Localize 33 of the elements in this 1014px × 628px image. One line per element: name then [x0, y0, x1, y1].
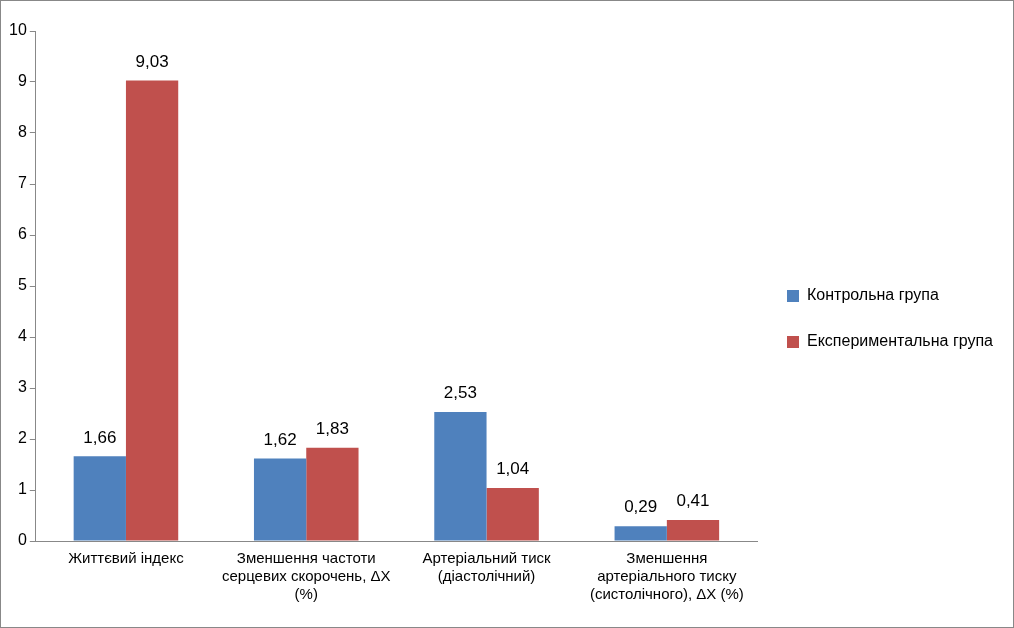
- y-tick-label: 7: [17, 174, 27, 192]
- y-tick-label: 5: [17, 276, 27, 294]
- data-label: 1,83: [315, 418, 349, 438]
- y-tick-label: 4: [17, 327, 27, 345]
- data-label: 1,66: [83, 427, 117, 447]
- y-tick-label: 9: [17, 72, 27, 90]
- legend-label: Експериментальна група: [807, 332, 994, 350]
- bar: [253, 458, 307, 541]
- bar: [486, 487, 539, 541]
- y-tick-label: 8: [17, 123, 27, 141]
- data-label: 1,04: [496, 459, 530, 479]
- data-label: 0,41: [676, 491, 710, 511]
- legend-label: Контрольна група: [807, 286, 939, 304]
- bar: [125, 80, 179, 541]
- data-label: 0,29: [624, 497, 658, 517]
- bar: [73, 456, 126, 541]
- y-tick-label: 3: [17, 378, 27, 396]
- y-tick-label: 0: [17, 531, 27, 549]
- y-tick-label: 6: [17, 225, 27, 243]
- y-tick-label: 1: [17, 480, 27, 498]
- bar: [434, 411, 487, 541]
- y-tick-label: 2: [17, 429, 27, 447]
- bar: [614, 526, 667, 541]
- x-tick-label: Зменшення артеріального тиску (систолічного), ΔX (%): [589, 549, 744, 603]
- data-label: 2,53: [443, 383, 477, 403]
- data-label: 9,03: [135, 51, 169, 71]
- x-tick-label: Артеріальний тиск (діастолічний): [422, 549, 552, 585]
- bar: [306, 447, 359, 541]
- x-tick-label: Зменшення частоти серцевих скорочень, ΔX (%): [221, 549, 391, 603]
- data-label: 1,62: [263, 429, 297, 449]
- x-tick-label: Життєвий індекс: [68, 549, 185, 567]
- y-tick-label: 10: [9, 21, 27, 39]
- bar: [666, 520, 720, 541]
